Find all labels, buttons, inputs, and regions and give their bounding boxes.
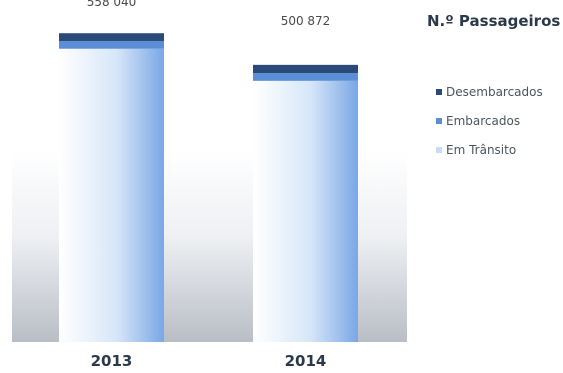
- bar-2014-segment-embarcados: [253, 73, 358, 81]
- legend-swatch-em-transito: [436, 147, 442, 153]
- legend-swatch-desembarcados: [436, 89, 442, 95]
- legend-item-embarcados: Embarcados: [436, 113, 543, 129]
- bar-2014-total-label: 500 872: [281, 14, 331, 28]
- bar-2013-segment-em-trnsito: [59, 48, 164, 342]
- legend-swatch-embarcados: [436, 118, 442, 124]
- legend-item-em-transito: Em Trânsito: [436, 142, 543, 158]
- bar-2013-total-label: 558 040: [87, 0, 137, 9]
- bar-2013-segment-desembarcados: [59, 33, 164, 41]
- x-tick-label-2014: 2014: [285, 352, 327, 369]
- x-tick-label-2013: 2013: [91, 352, 133, 369]
- bars-layer: [59, 33, 358, 343]
- bar-2014-segment-em-trnsito: [253, 80, 358, 343]
- legend-item-desembarcados: Desembarcados: [436, 84, 543, 100]
- legend-label-embarcados: Embarcados: [446, 114, 521, 128]
- bar-2013-segment-embarcados: [59, 40, 164, 49]
- bar-2014-segment-desembarcados: [253, 64, 358, 74]
- legend-label-desembarcados: Desembarcados: [446, 85, 543, 99]
- legend-label-em-transito: Em Trânsito: [446, 143, 517, 157]
- chart-title: N.º Passageiros: [427, 12, 561, 30]
- labels-layer: 558 040 2013 500 872 2014: [87, 0, 331, 370]
- legend: Desembarcados Embarcados Em Trânsito: [436, 84, 543, 171]
